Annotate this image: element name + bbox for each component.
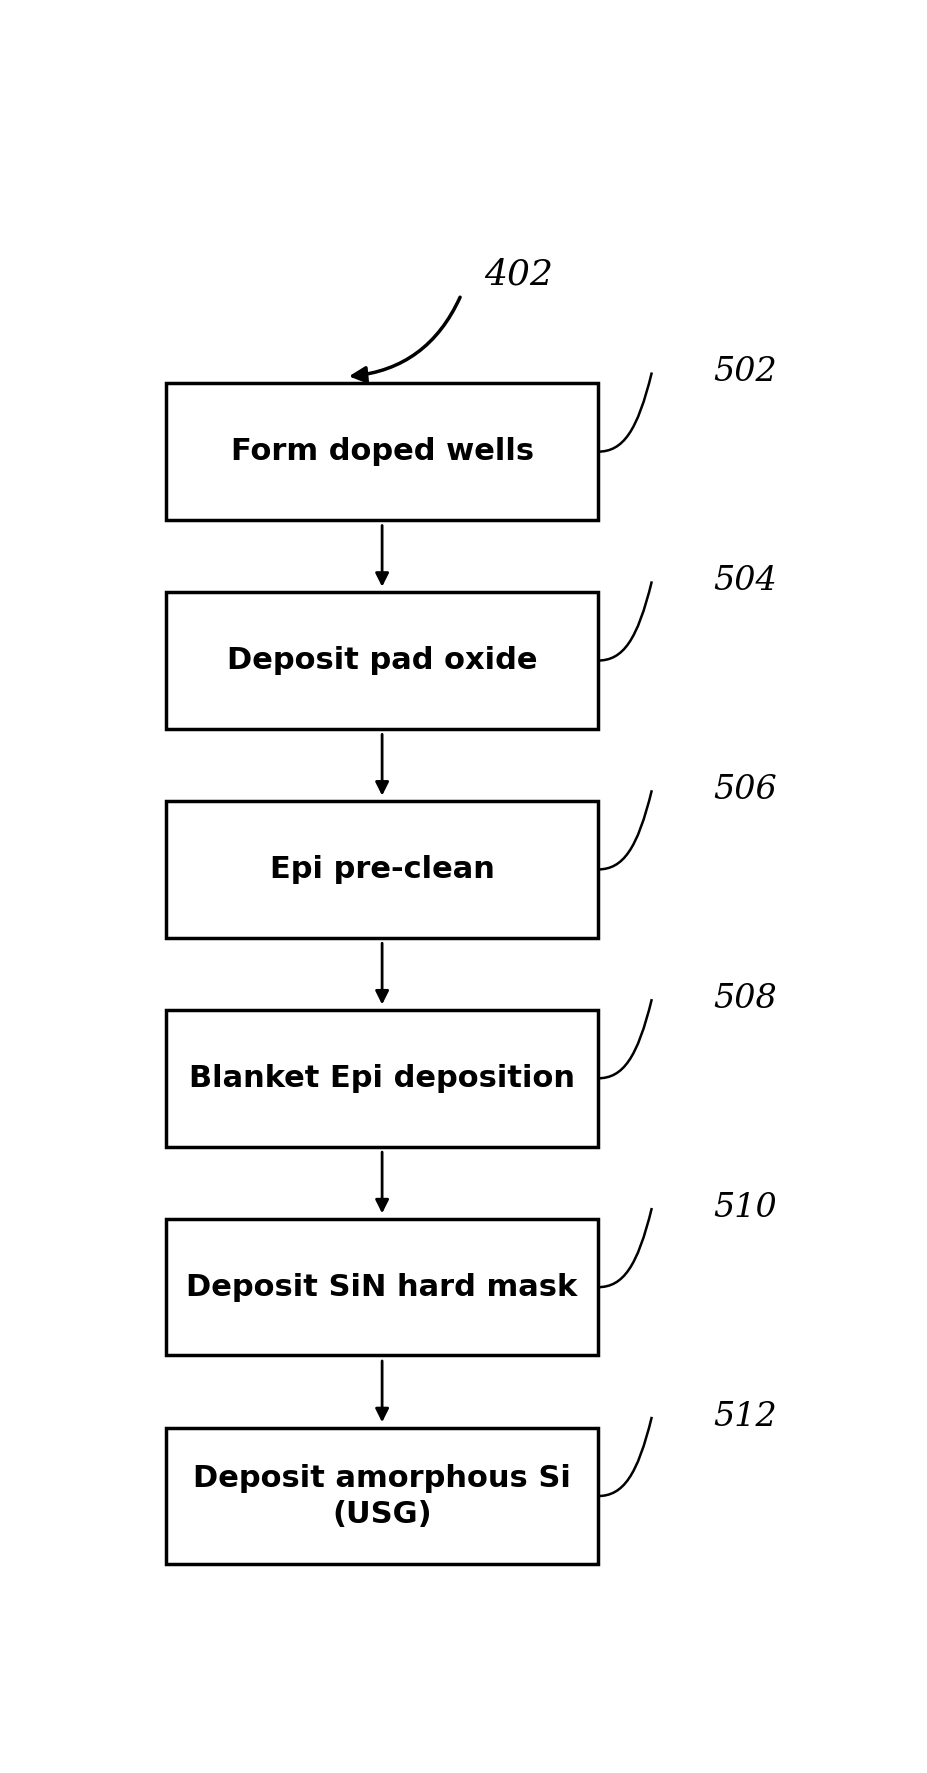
FancyBboxPatch shape: [166, 592, 597, 729]
Text: 506: 506: [712, 775, 776, 807]
Text: Epi pre-clean: Epi pre-clean: [270, 855, 494, 885]
FancyBboxPatch shape: [166, 801, 597, 938]
Text: 402: 402: [484, 257, 552, 291]
Text: 510: 510: [712, 1191, 776, 1223]
FancyBboxPatch shape: [166, 1427, 597, 1564]
Text: Deposit pad oxide: Deposit pad oxide: [226, 645, 537, 676]
FancyBboxPatch shape: [166, 383, 597, 519]
Text: 512: 512: [712, 1401, 776, 1433]
Text: 502: 502: [712, 356, 776, 388]
Text: Form doped wells: Form doped wells: [230, 438, 533, 466]
Text: Deposit SiN hard mask: Deposit SiN hard mask: [186, 1273, 578, 1301]
Text: 504: 504: [712, 566, 776, 598]
Text: 508: 508: [712, 982, 776, 1016]
FancyBboxPatch shape: [166, 1011, 597, 1147]
Text: Blanket Epi deposition: Blanket Epi deposition: [189, 1064, 575, 1092]
FancyBboxPatch shape: [166, 1218, 597, 1355]
Text: Deposit amorphous Si
(USG): Deposit amorphous Si (USG): [193, 1463, 570, 1528]
